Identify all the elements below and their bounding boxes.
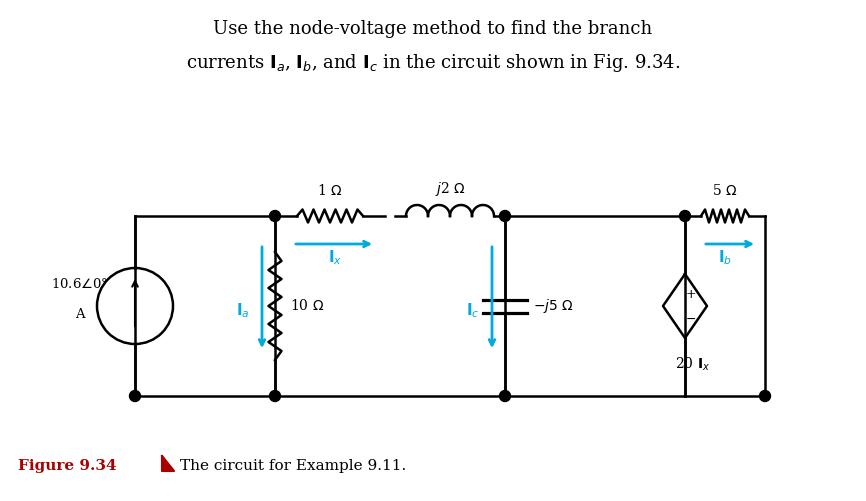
Text: 1 $\Omega$: 1 $\Omega$ [317, 183, 343, 198]
Text: 10 $\Omega$: 10 $\Omega$ [290, 299, 324, 314]
Text: The circuit for Example 9.11.: The circuit for Example 9.11. [180, 459, 406, 473]
Polygon shape [162, 456, 174, 471]
Text: $j$2 $\Omega$: $j$2 $\Omega$ [435, 180, 465, 198]
Text: $\mathbf{I}_x$: $\mathbf{I}_x$ [328, 248, 342, 268]
Circle shape [500, 210, 510, 221]
Circle shape [759, 390, 771, 401]
Circle shape [680, 210, 690, 221]
Text: Figure 9.34: Figure 9.34 [18, 459, 117, 473]
Circle shape [269, 210, 281, 221]
Text: $\mathbf{I}_b$: $\mathbf{I}_b$ [718, 248, 732, 268]
Circle shape [500, 390, 510, 401]
Text: 10.6$\angle$0°: 10.6$\angle$0° [51, 277, 108, 291]
Text: +: + [686, 288, 696, 301]
Circle shape [269, 390, 281, 401]
Text: currents $\mathbf{I}_a$, $\mathbf{I}_b$, and $\mathbf{I}_c$ in the circuit shown: currents $\mathbf{I}_a$, $\mathbf{I}_b$,… [186, 52, 680, 74]
Text: A: A [75, 308, 85, 321]
Text: $-j5\ \Omega$: $-j5\ \Omega$ [533, 297, 574, 315]
Circle shape [130, 390, 140, 401]
Text: 20 $\mathbf{I}_x$: 20 $\mathbf{I}_x$ [675, 356, 711, 373]
Text: Use the node-voltage method to find the branch: Use the node-voltage method to find the … [213, 20, 653, 38]
Text: $\mathbf{I}_c$: $\mathbf{I}_c$ [466, 302, 480, 320]
Text: $-$: $-$ [685, 312, 696, 325]
Text: $\mathbf{I}_a$: $\mathbf{I}_a$ [236, 302, 249, 320]
Text: 5 $\Omega$: 5 $\Omega$ [713, 183, 738, 198]
